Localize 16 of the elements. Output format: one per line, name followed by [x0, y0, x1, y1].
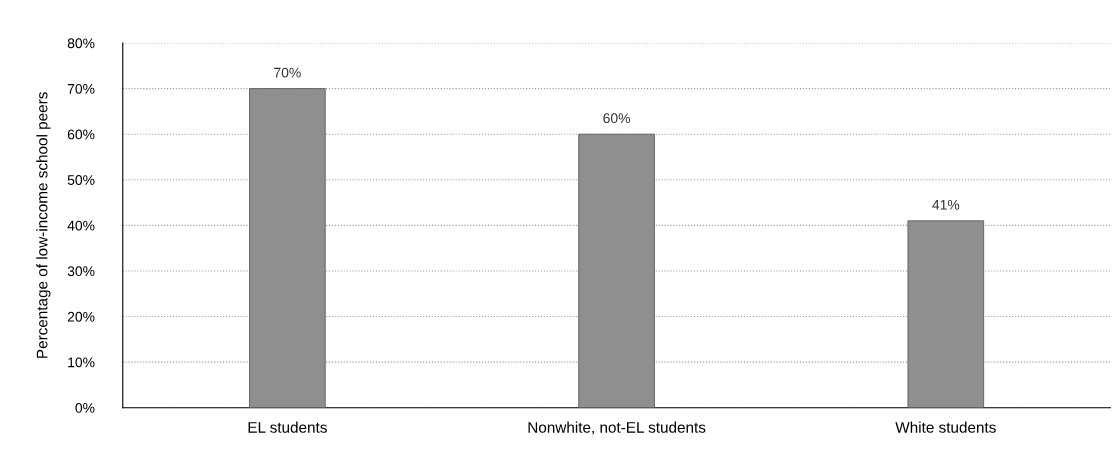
- y-tick-label: 70%: [67, 83, 95, 94]
- y-tick-label: 20%: [67, 311, 95, 322]
- data-label: 70%: [274, 67, 301, 78]
- y-tick-label: 60%: [67, 129, 95, 140]
- data-label: 60%: [603, 113, 630, 124]
- y-tick-label: 80%: [67, 38, 95, 49]
- y-tick-label: 30%: [67, 266, 95, 277]
- y-tick-label: 0%: [75, 403, 95, 413]
- x-tick-label: White students: [895, 421, 996, 433]
- x-tick-label: EL students: [248, 421, 327, 433]
- x-tick-label: Nonwhite, not-EL students: [528, 421, 706, 435]
- y-tick-label: 40%: [67, 220, 95, 231]
- y-tick-label: 10%: [68, 357, 95, 368]
- y-axis-title: Percentage of low-income school peers: [36, 92, 51, 358]
- data-label: 41%: [932, 199, 960, 210]
- y-tick-label: 50%: [67, 175, 95, 185]
